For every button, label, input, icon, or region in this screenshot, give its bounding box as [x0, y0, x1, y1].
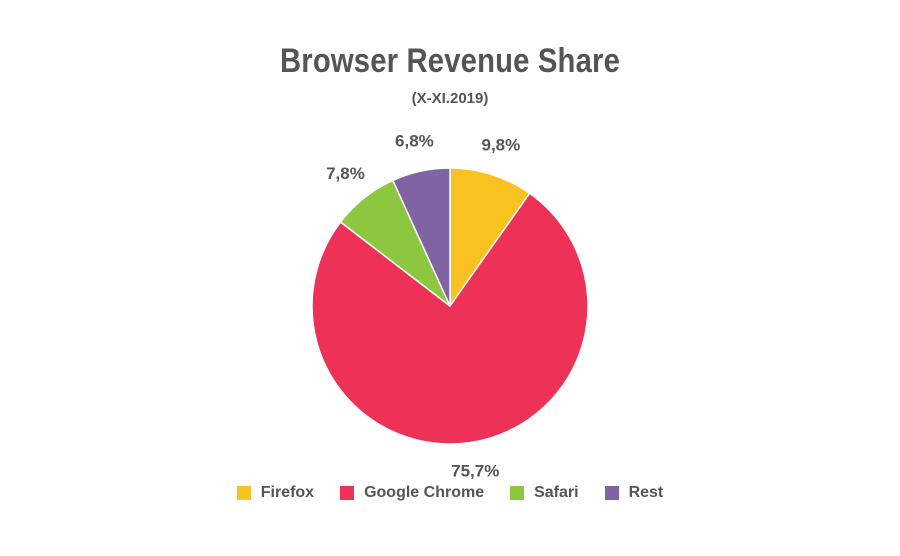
legend-swatch	[340, 486, 355, 500]
slice-label-firefox: 9,8%	[481, 135, 520, 154]
slice-label-rest: 6,8%	[395, 131, 434, 150]
slice-label-google-chrome: 75,7%	[451, 462, 499, 481]
legend-swatch	[510, 486, 525, 500]
legend-swatch	[236, 486, 251, 500]
legend-label: Google Chrome	[364, 484, 485, 501]
legend-item-google-chrome: Google Chrome	[340, 484, 484, 502]
pie-slice-rest	[391, 167, 451, 307]
pie-slice-firefox	[449, 167, 531, 309]
pie-slice-google-chrome	[311, 192, 589, 445]
pie-slices	[311, 167, 589, 445]
legend-label: Safari	[534, 484, 579, 501]
legend-item-rest: Rest	[604, 484, 664, 502]
legend-swatch	[604, 486, 619, 500]
pie-labels: 9,8% 75,7% 7,8% 6,8%	[326, 131, 520, 480]
chart-subtitle: (X-XI.2019)	[411, 90, 489, 107]
legend-label: Firefox	[260, 484, 315, 501]
slice-label-safari: 7,8%	[326, 164, 365, 183]
legend-item-firefox: Firefox	[236, 484, 315, 502]
chart-legend: Firefox Google Chrome Safari Rest	[0, 484, 900, 502]
chart-title: Browser Revenue Share	[279, 42, 621, 80]
legend-label: Rest	[628, 484, 664, 501]
legend-item-safari: Safari	[510, 484, 579, 502]
